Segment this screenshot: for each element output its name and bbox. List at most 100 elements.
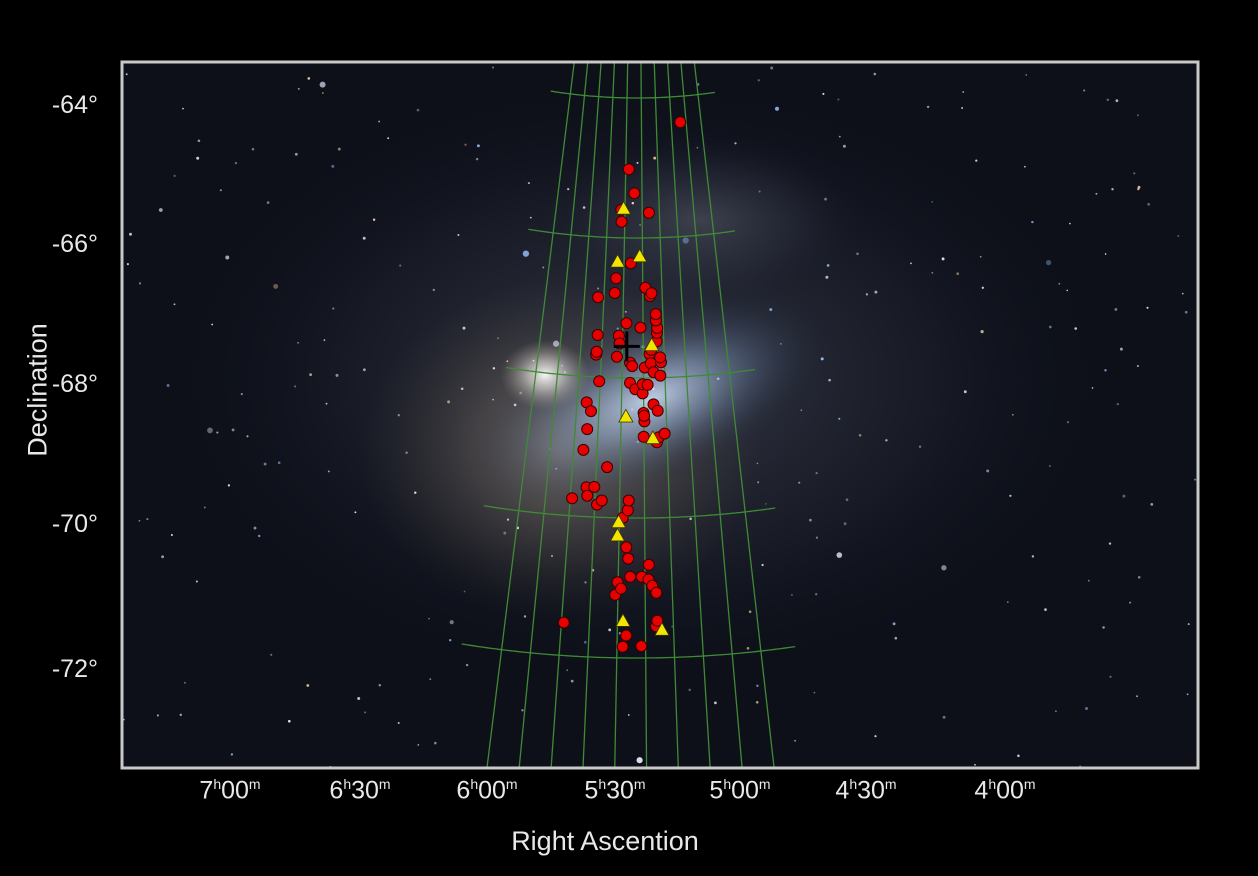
star bbox=[335, 373, 339, 377]
star bbox=[179, 713, 183, 717]
star bbox=[273, 283, 279, 289]
x-tick-label-4: 5h00m bbox=[709, 776, 771, 805]
star bbox=[129, 232, 132, 236]
star bbox=[800, 409, 803, 412]
star bbox=[714, 701, 717, 705]
star bbox=[688, 688, 692, 692]
circle-point bbox=[608, 287, 621, 299]
star bbox=[387, 137, 390, 140]
star bbox=[197, 139, 201, 143]
star bbox=[123, 718, 125, 721]
x-tick-label-0: 7h00m bbox=[199, 776, 261, 805]
star bbox=[696, 146, 699, 149]
star bbox=[824, 197, 827, 201]
star bbox=[761, 563, 764, 567]
star bbox=[231, 428, 235, 432]
star bbox=[770, 66, 774, 70]
star bbox=[161, 555, 165, 559]
star bbox=[506, 518, 510, 521]
star bbox=[529, 216, 532, 219]
star bbox=[552, 340, 560, 347]
star bbox=[1111, 188, 1114, 191]
star bbox=[790, 593, 793, 596]
circle-point bbox=[641, 378, 654, 391]
star bbox=[195, 580, 198, 583]
circle-point bbox=[626, 360, 639, 373]
star bbox=[449, 639, 452, 642]
star bbox=[219, 189, 222, 192]
star bbox=[636, 440, 640, 444]
star bbox=[584, 581, 587, 584]
star bbox=[364, 711, 367, 714]
star bbox=[941, 257, 945, 261]
star bbox=[397, 414, 400, 417]
star bbox=[294, 152, 298, 156]
circle-point bbox=[642, 558, 655, 571]
circle-point bbox=[622, 163, 635, 176]
star bbox=[689, 517, 692, 521]
center-cross-marker bbox=[613, 331, 640, 362]
star bbox=[527, 182, 530, 185]
dec-grid-line bbox=[528, 228, 736, 239]
star bbox=[979, 255, 982, 258]
circle-point bbox=[634, 321, 647, 334]
y-tick-label-4: -72° bbox=[51, 655, 98, 683]
star bbox=[322, 92, 324, 94]
star bbox=[251, 147, 255, 151]
star bbox=[1025, 74, 1028, 76]
star bbox=[476, 144, 480, 148]
star bbox=[234, 161, 238, 165]
star bbox=[362, 236, 366, 240]
triangle-point bbox=[609, 253, 626, 268]
star bbox=[1017, 754, 1020, 758]
circle-point bbox=[654, 369, 667, 382]
circle-point bbox=[616, 640, 629, 653]
y-tick-label-2: -68° bbox=[51, 370, 98, 398]
circle-point bbox=[591, 329, 604, 341]
star bbox=[462, 326, 466, 330]
circle-point bbox=[577, 443, 590, 456]
dec-grid-line bbox=[461, 643, 796, 659]
star bbox=[1177, 234, 1180, 238]
star bbox=[354, 511, 357, 514]
circle-point bbox=[610, 272, 623, 285]
star bbox=[910, 262, 912, 265]
star bbox=[894, 636, 898, 640]
circle-point bbox=[624, 570, 637, 583]
star bbox=[294, 385, 297, 388]
star bbox=[432, 288, 435, 292]
star bbox=[758, 190, 761, 193]
star bbox=[463, 590, 466, 593]
star bbox=[125, 73, 128, 76]
y-tick-label-3: -70° bbox=[51, 510, 98, 538]
star bbox=[378, 683, 382, 687]
star bbox=[497, 337, 499, 340]
star bbox=[1069, 222, 1071, 225]
x-tick-label-5: 4h30m bbox=[835, 776, 897, 805]
circle-point bbox=[622, 552, 635, 565]
star bbox=[1109, 675, 1112, 678]
circle-point bbox=[590, 345, 603, 358]
circle-point bbox=[642, 206, 655, 219]
star bbox=[1044, 608, 1047, 611]
star bbox=[503, 531, 507, 535]
ra-grid-line bbox=[486, 62, 575, 768]
star bbox=[583, 640, 587, 644]
star bbox=[1048, 325, 1052, 329]
ra-grid-line bbox=[518, 62, 589, 768]
star bbox=[746, 647, 750, 650]
star bbox=[211, 323, 214, 326]
ra-grid-line bbox=[550, 62, 602, 768]
star bbox=[653, 156, 657, 160]
star bbox=[780, 343, 782, 345]
star bbox=[616, 327, 620, 330]
circle-point bbox=[557, 616, 570, 629]
star bbox=[845, 498, 849, 502]
star bbox=[263, 462, 267, 466]
star bbox=[843, 522, 847, 526]
circle-point bbox=[674, 116, 687, 129]
star bbox=[513, 403, 517, 407]
star bbox=[1104, 253, 1107, 255]
circle-point bbox=[635, 42, 646, 53]
star bbox=[962, 91, 965, 93]
